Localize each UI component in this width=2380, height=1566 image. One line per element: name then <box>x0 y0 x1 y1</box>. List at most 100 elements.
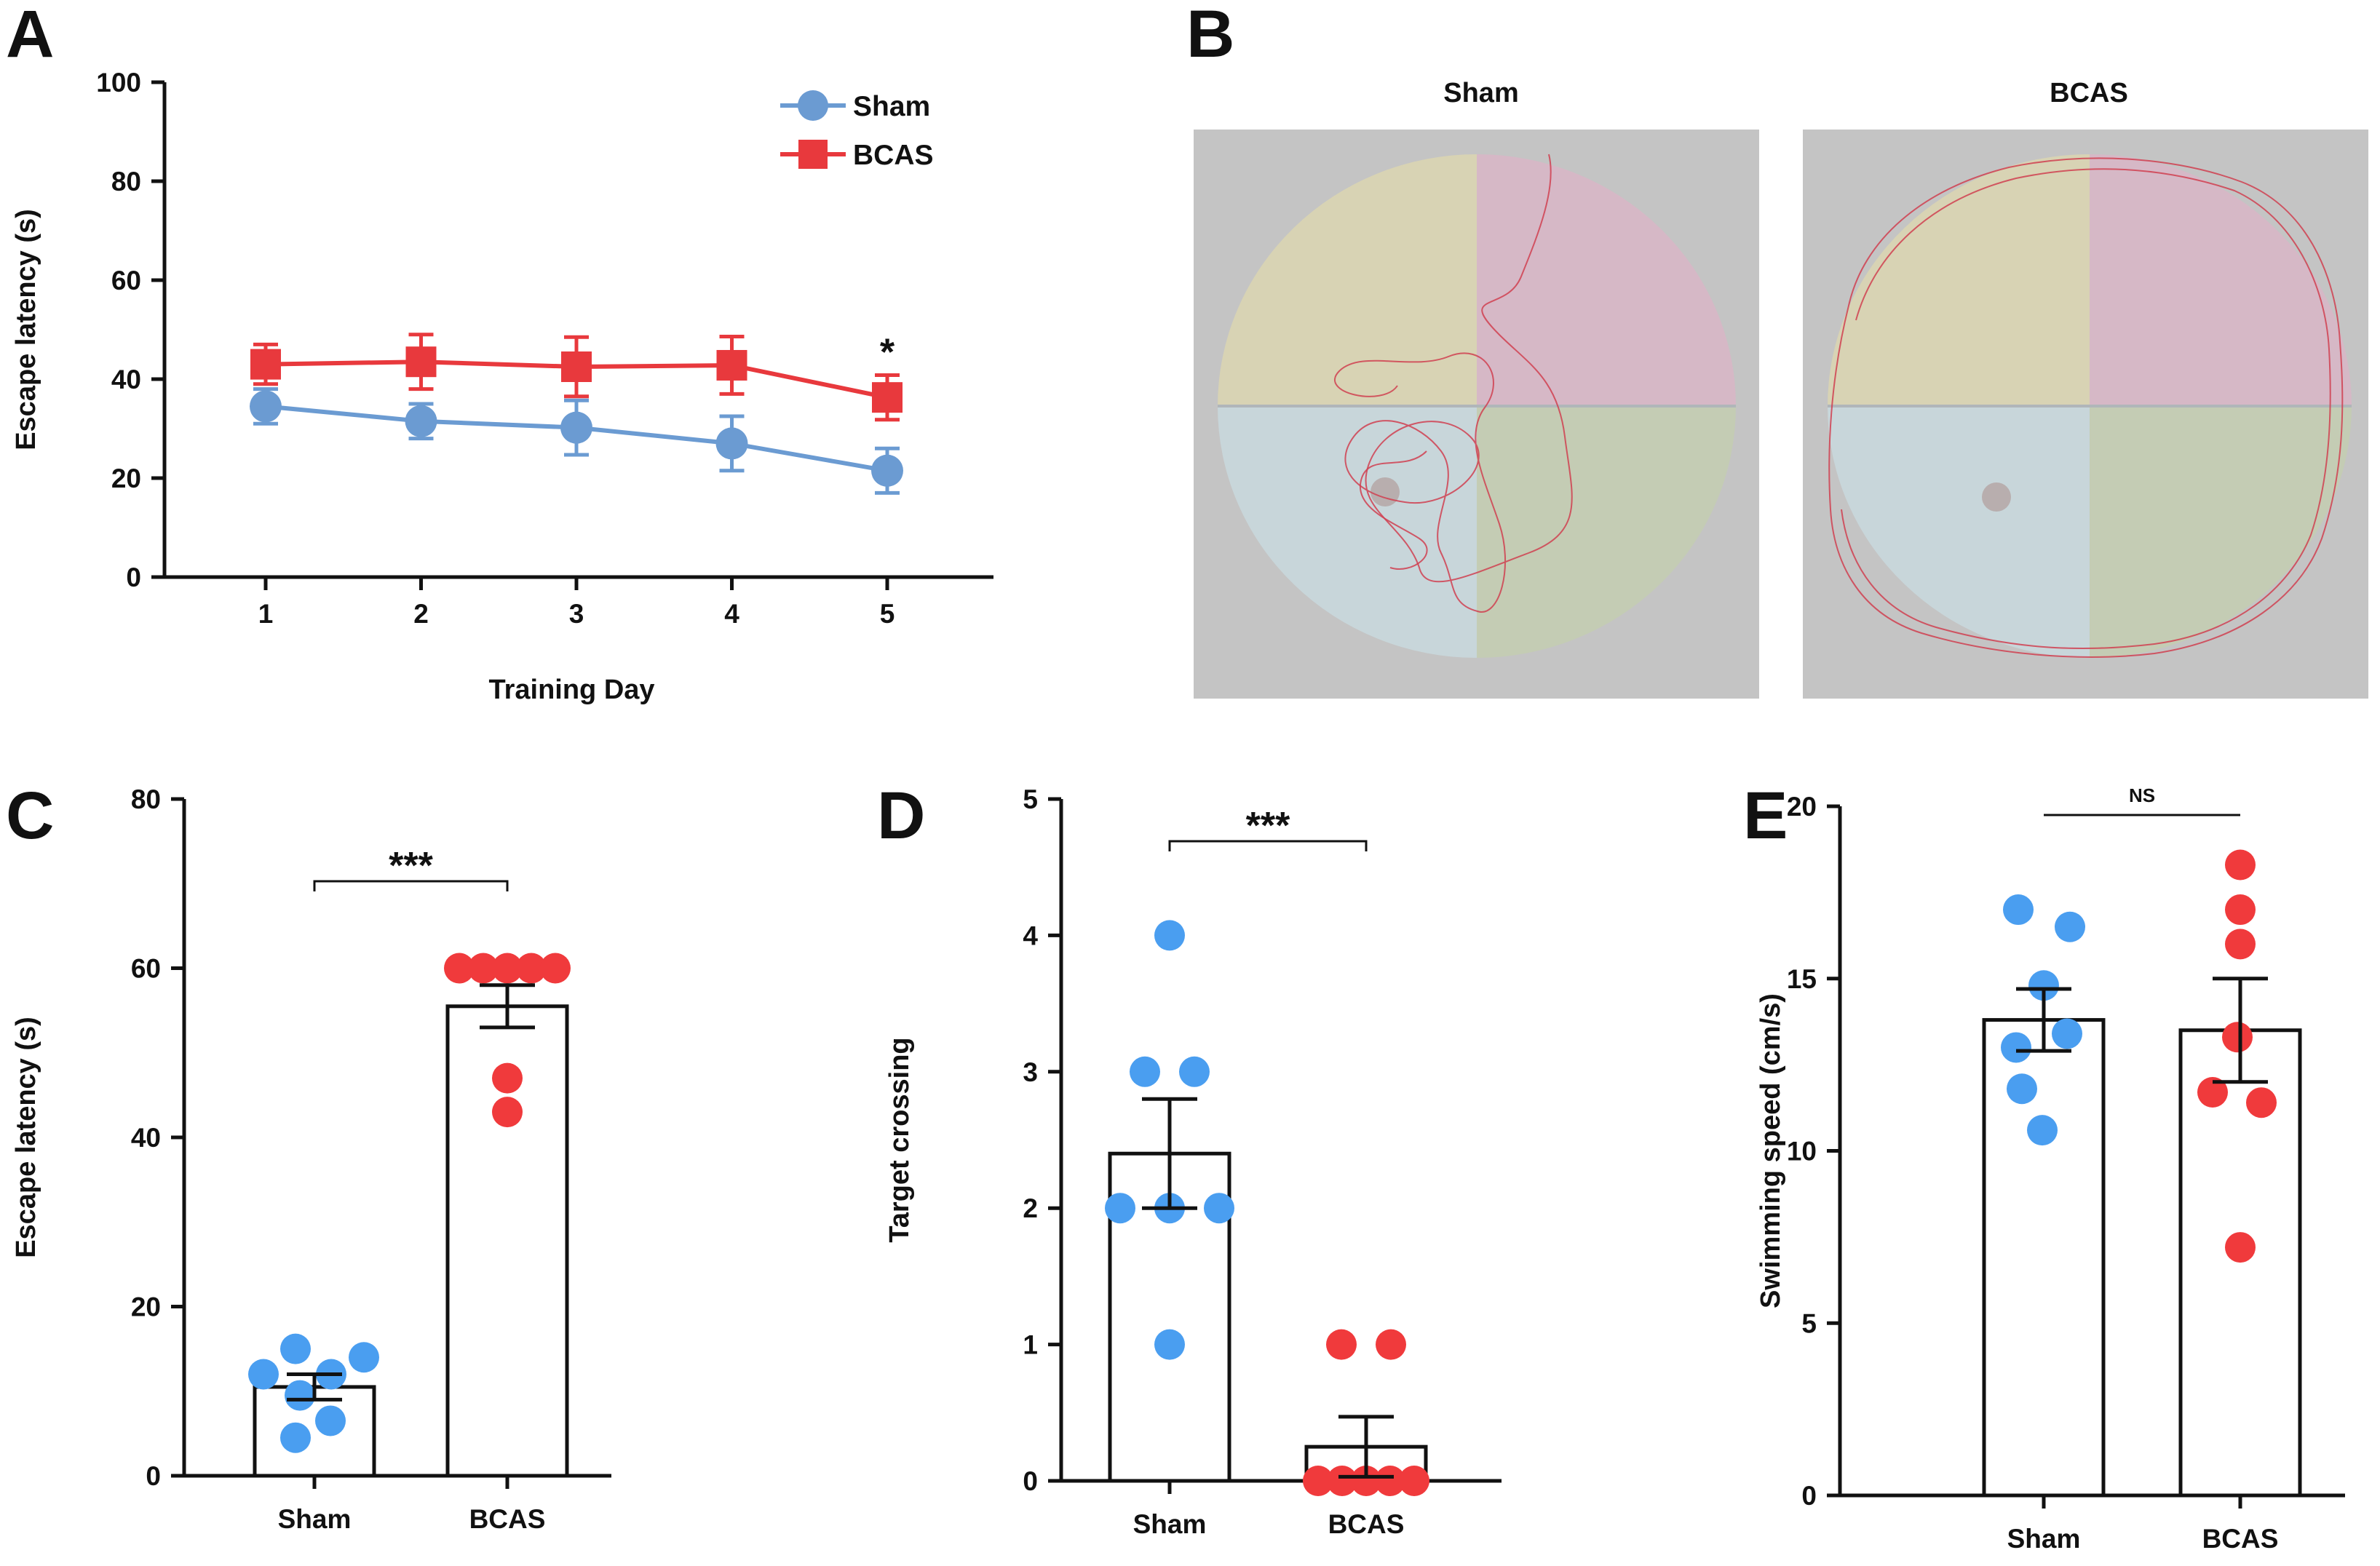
legend-marker-bcas <box>798 140 828 169</box>
quadrant-top-left <box>1828 154 2090 406</box>
data-point-sham <box>280 1422 311 1453</box>
y-tick-label: 5 <box>1023 784 1038 814</box>
y-tick-label: 0 <box>1023 1466 1038 1496</box>
y-tick-label: 80 <box>111 167 141 196</box>
x-tick-label-sham: Sham <box>1133 1509 1207 1539</box>
data-point-sham <box>1130 1056 1160 1087</box>
data-point-bcas <box>2246 1087 2277 1118</box>
x-tick-label-bcas: BCAS <box>2202 1524 2279 1554</box>
data-point-bcas <box>2225 849 2256 881</box>
y-tick-label: 20 <box>111 464 141 493</box>
chart-escape-latency-training: 0 20 40 60 80 100 1 2 3 4 5 Training Day Escape late… <box>11 68 993 705</box>
legend-label-bcas: BCAS <box>853 140 934 171</box>
y-tick-label: 40 <box>111 365 141 394</box>
x-tick-label: 5 <box>880 599 895 629</box>
quadrant-bottom-right <box>2090 406 2352 658</box>
maze-title-bcas: BCAS <box>2050 78 2128 108</box>
y-tick-label: 15 <box>1787 964 1817 994</box>
data-point-bcas <box>561 351 592 382</box>
x-tick-label-bcas: BCAS <box>469 1504 546 1534</box>
data-point-bcas <box>2225 929 2256 960</box>
y-axis-label: Swimming speed (cm/s) <box>1756 993 1786 1308</box>
y-tick-label: 20 <box>1787 792 1817 822</box>
data-point-bcas <box>444 953 475 984</box>
quadrant-bottom-left <box>1828 406 2090 658</box>
significance-label: *** <box>1246 805 1290 847</box>
data-point-bcas <box>716 349 747 381</box>
significance-bracket <box>313 880 509 891</box>
x-axis-label: Training Day <box>488 675 654 705</box>
swim-path-2 <box>1841 168 2331 650</box>
y-tick-label: 0 <box>146 1461 161 1491</box>
y-tick-label: 10 <box>1787 1137 1817 1166</box>
panel-letter-e: E <box>1743 779 1788 853</box>
data-point-bcas <box>492 953 523 984</box>
data-point-bcas <box>2197 1077 2228 1108</box>
data-point-sham <box>2052 1018 2082 1049</box>
data-point-sham <box>285 1380 315 1411</box>
data-point-sham <box>1154 1329 1185 1360</box>
y-tick-label: 80 <box>131 784 161 814</box>
data-point-sham <box>2003 894 2034 926</box>
x-tick-label-sham: Sham <box>2007 1524 2081 1554</box>
y-tick-label: 40 <box>131 1123 161 1153</box>
legend-marker-sham <box>798 90 828 121</box>
data-point-sham <box>405 405 437 437</box>
quadrant-bottom-left <box>1218 406 1477 658</box>
data-point-bcas <box>516 953 547 984</box>
bar-bcas <box>2178 1028 2302 1498</box>
data-point-sham <box>1204 1193 1234 1224</box>
y-tick-label: 0 <box>126 563 141 592</box>
chart-swimming-speed: 0 5 10 15 20 Swimming speed (cm/s) Sham BCAS NS <box>1756 784 2345 1554</box>
data-point-bcas <box>2222 1022 2253 1053</box>
y-tick-label: 60 <box>131 954 161 984</box>
y-tick-label: 100 <box>96 68 141 98</box>
data-point-bcas <box>2225 1232 2256 1263</box>
data-point-sham <box>349 1342 379 1373</box>
significance-label: *** <box>389 845 433 887</box>
data-point-bcas <box>250 349 281 380</box>
y-axis-label: Escape latency (s) <box>11 1017 41 1258</box>
y-tick-label: 20 <box>131 1292 161 1322</box>
swim-path <box>1333 154 1573 613</box>
data-point-bcas <box>540 953 571 984</box>
significance-star: * <box>880 332 895 374</box>
data-point-bcas <box>1376 1329 1406 1360</box>
data-point-sham <box>1105 1193 1135 1224</box>
chart-escape-latency-probe: 0 20 40 60 80 Escape latency (s) Sham BCAS *** <box>11 784 611 1534</box>
hidden-platform <box>1371 477 1400 506</box>
y-tick-label: 1 <box>1023 1330 1038 1360</box>
x-tick-label-bcas: BCAS <box>1328 1509 1405 1539</box>
significance-bracket <box>1168 840 1368 851</box>
maze-track-bcas <box>1803 130 2368 699</box>
data-point-bcas <box>405 346 437 378</box>
data-point-sham <box>250 390 282 423</box>
x-tick-label: 4 <box>724 599 739 629</box>
y-tick-label: 4 <box>1023 921 1038 950</box>
quadrant-top-right <box>1477 154 1736 406</box>
y-tick-label: 60 <box>111 266 141 295</box>
y-tick-label: 2 <box>1023 1193 1038 1223</box>
maze-title-sham: Sham <box>1443 78 1518 108</box>
data-point-sham <box>2055 911 2085 942</box>
data-point-bcas <box>492 1062 523 1094</box>
data-point-sham <box>315 1405 346 1436</box>
data-point-sham <box>1154 920 1185 951</box>
swim-path-2 <box>1359 450 1428 570</box>
data-point-sham <box>560 411 592 444</box>
bar-sham <box>1982 1018 2106 1498</box>
panel-letter-c: C <box>6 779 54 853</box>
data-point-bcas <box>492 1097 523 1128</box>
y-tick-label: 5 <box>1801 1308 1817 1338</box>
hidden-platform <box>1982 482 2011 512</box>
swim-path <box>1828 157 2344 658</box>
x-tick-label: 3 <box>569 599 584 629</box>
data-point-sham <box>2028 970 2059 1001</box>
data-point-sham <box>248 1359 279 1390</box>
x-tick-label: 2 <box>413 599 429 629</box>
y-tick-label: 3 <box>1023 1057 1038 1087</box>
chart-target-crossing: 0 1 2 3 4 5 Target crossing Sham BCAS *** <box>884 784 1502 1539</box>
data-point-sham <box>715 427 748 460</box>
data-point-sham <box>280 1333 311 1364</box>
panel-letter-d: D <box>877 779 925 853</box>
